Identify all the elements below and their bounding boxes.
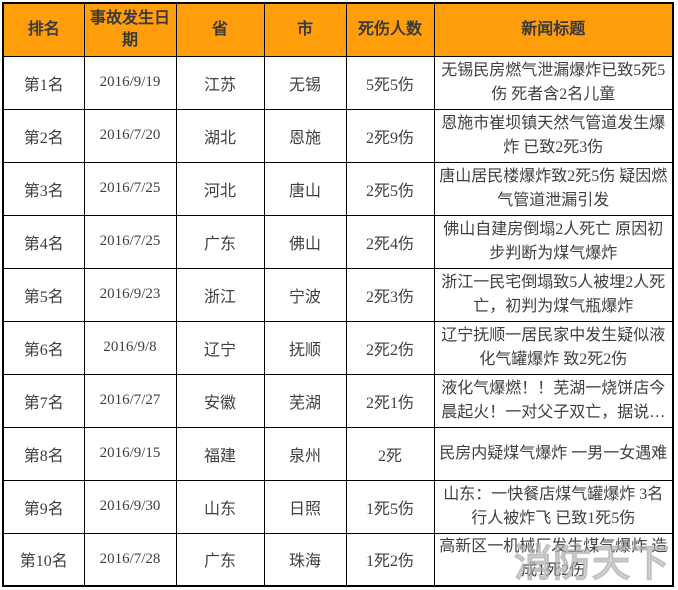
cell-casualties: 5死5伤 xyxy=(345,55,435,110)
column-header: 事故发生日期 xyxy=(83,2,177,57)
cell-rank: 第6名 xyxy=(2,320,85,375)
cell-casualties: 1死5伤 xyxy=(345,479,435,534)
table-row: 第10名 2016/7/28 广东 珠海 1死2伤 高新区一机械厂发生煤气爆炸 造成1死2… xyxy=(2,532,674,587)
cell-province: 广东 xyxy=(175,214,265,269)
table-row: 第6名 2016/9/8 辽宁 抚顺 2死2伤 辽宁抚顺一居民家中发生疑似液化气罐爆炸 致… xyxy=(2,320,674,375)
cell-rank: 第8名 xyxy=(2,426,85,481)
cell-title: 液化气爆燃！！芜湖一烧饼店今晨起火！一对父子双亡，据说… xyxy=(433,373,674,428)
cell-date: 2016/9/19 xyxy=(83,55,177,110)
cell-title: 高新区一机械厂发生煤气爆炸 造成1死2伤 xyxy=(433,532,674,587)
cell-rank: 第1名 xyxy=(2,55,85,110)
table-row: 第1名 2016/9/19 江苏 无锡 5死5伤 无锡民房燃气泄漏爆炸已致5死5伤 死者含… xyxy=(2,55,674,110)
cell-date: 2016/9/30 xyxy=(83,479,177,534)
cell-title: 辽宁抚顺一居民家中发生疑似液化气罐爆炸 致2死2伤 xyxy=(433,320,674,375)
cell-casualties: 2死3伤 xyxy=(345,267,435,322)
cell-province: 山东 xyxy=(175,479,265,534)
cell-city: 宁波 xyxy=(263,267,347,322)
cell-casualties: 2死5伤 xyxy=(345,161,435,216)
cell-city: 无锡 xyxy=(263,55,347,110)
cell-province: 福建 xyxy=(175,426,265,481)
cell-rank: 第2名 xyxy=(2,108,85,163)
cell-city: 唐山 xyxy=(263,161,347,216)
column-header: 省 xyxy=(175,2,265,57)
column-header: 排名 xyxy=(2,2,85,57)
cell-casualties: 2死4伤 xyxy=(345,214,435,269)
column-header: 死伤人数 xyxy=(345,2,435,57)
cell-title: 无锡民房燃气泄漏爆炸已致5死5伤 死者含2名儿童 xyxy=(433,55,674,110)
cell-city: 恩施 xyxy=(263,108,347,163)
cell-date: 2016/7/20 xyxy=(83,108,177,163)
table-row: 第9名 2016/9/30 山东 日照 1死5伤 山东：一快餐店煤气罐爆炸 3名行人被炸飞… xyxy=(2,479,674,534)
cell-casualties: 2死1伤 xyxy=(345,373,435,428)
cell-province: 湖北 xyxy=(175,108,265,163)
cell-province: 广东 xyxy=(175,532,265,587)
table-row: 第4名 2016/7/25 广东 佛山 2死4伤 佛山自建房倒塌2人死亡 原因初步判断为煤… xyxy=(2,214,674,269)
table-body: 第1名 2016/9/19 江苏 无锡 5死5伤 无锡民房燃气泄漏爆炸已致5死5伤 死者含… xyxy=(2,55,674,587)
cell-date: 2016/9/23 xyxy=(83,267,177,322)
cell-rank: 第4名 xyxy=(2,214,85,269)
cell-title: 山东：一快餐店煤气罐爆炸 3名行人被炸飞 已致1死5伤 xyxy=(433,479,674,534)
cell-city: 抚顺 xyxy=(263,320,347,375)
header-row: 排名 事故发生日期省市死伤人数 新闻标题 xyxy=(2,2,674,57)
cell-city: 芜湖 xyxy=(263,373,347,428)
cell-title: 佛山自建房倒塌2人死亡 原因初步判断为煤气爆炸 xyxy=(433,214,674,269)
cell-rank: 第10名 xyxy=(2,532,85,587)
cell-rank: 第9名 xyxy=(2,479,85,534)
table-row: 第3名 2016/7/25 河北 唐山 2死5伤 唐山居民楼爆炸致2死5伤 疑因燃气管道泄… xyxy=(2,161,674,216)
cell-city: 日照 xyxy=(263,479,347,534)
table-row: 第2名 2016/7/20 湖北 恩施 2死9伤 恩施市崔坝镇天然气管道发生爆炸 已致2死… xyxy=(2,108,674,163)
cell-date: 2016/7/27 xyxy=(83,373,177,428)
cell-casualties: 1死2伤 xyxy=(345,532,435,587)
cell-province: 辽宁 xyxy=(175,320,265,375)
cell-casualties: 2死2伤 xyxy=(345,320,435,375)
cell-city: 佛山 xyxy=(263,214,347,269)
cell-city: 珠海 xyxy=(263,532,347,587)
column-header: 新闻标题 xyxy=(433,2,674,57)
table-row: 第5名 2016/9/23 浙江 宁波 2死3伤 浙江一民宅倒塌致5人被埋2人死亡，初判为… xyxy=(2,267,674,322)
cell-rank: 第7名 xyxy=(2,373,85,428)
cell-city: 泉州 xyxy=(263,426,347,481)
cell-title: 浙江一民宅倒塌致5人被埋2人死亡，初判为煤气瓶爆炸 xyxy=(433,267,674,322)
table-header: 排名 事故发生日期省市死伤人数 新闻标题 xyxy=(2,2,674,57)
column-header: 市 xyxy=(263,2,347,57)
cell-casualties: 2死9伤 xyxy=(345,108,435,163)
cell-province: 浙江 xyxy=(175,267,265,322)
cell-title: 民房内疑煤气爆炸 一男一女遇难 xyxy=(433,426,674,481)
cell-title: 唐山居民楼爆炸致2死5伤 疑因燃气管道泄漏引发 xyxy=(433,161,674,216)
cell-province: 河北 xyxy=(175,161,265,216)
table-row: 第7名 2016/7/27 安徽 芜湖 2死1伤 液化气爆燃！！芜湖一烧饼店今晨起火！一对… xyxy=(2,373,674,428)
cell-province: 安徽 xyxy=(175,373,265,428)
cell-date: 2016/9/15 xyxy=(83,426,177,481)
cell-date: 2016/7/25 xyxy=(83,214,177,269)
table-row: 第8名 2016/9/15 福建 泉州 2死 民房内疑煤气爆炸 一男一女遇难 xyxy=(2,426,674,481)
cell-rank: 第3名 xyxy=(2,161,85,216)
cell-casualties: 2死 xyxy=(345,426,435,481)
cell-date: 2016/7/28 xyxy=(83,532,177,587)
cell-rank: 第5名 xyxy=(2,267,85,322)
cell-province: 江苏 xyxy=(175,55,265,110)
cell-date: 2016/7/25 xyxy=(83,161,177,216)
cell-title: 恩施市崔坝镇天然气管道发生爆炸 已致2死3伤 xyxy=(433,108,674,163)
cell-date: 2016/9/8 xyxy=(83,320,177,375)
